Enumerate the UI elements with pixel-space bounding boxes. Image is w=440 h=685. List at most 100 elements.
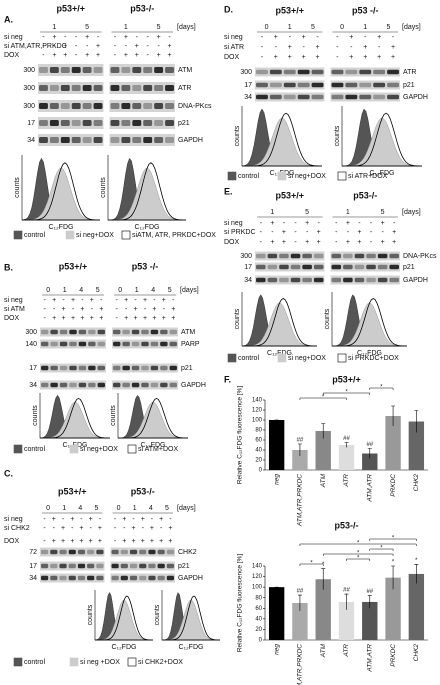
mw-marker: 34 bbox=[244, 94, 252, 101]
hist-y-label: counts bbox=[154, 604, 161, 625]
sign: + bbox=[124, 34, 128, 41]
hist-y-label: counts bbox=[334, 125, 341, 146]
legend-swatch bbox=[337, 171, 347, 181]
band bbox=[113, 341, 121, 347]
band bbox=[39, 103, 48, 109]
sign: - bbox=[75, 34, 78, 41]
band bbox=[150, 382, 159, 388]
sign: - bbox=[90, 525, 93, 532]
sign: + bbox=[124, 297, 128, 304]
band bbox=[269, 94, 282, 100]
genotype: p53-/- bbox=[131, 486, 155, 496]
band bbox=[143, 120, 153, 126]
band bbox=[96, 549, 104, 555]
band bbox=[313, 277, 324, 283]
sign: + bbox=[288, 54, 292, 61]
legend-label: control bbox=[24, 232, 45, 239]
band bbox=[41, 575, 49, 581]
sign: + bbox=[392, 229, 396, 236]
hist-axes bbox=[21, 155, 100, 221]
band bbox=[389, 277, 399, 283]
sign: - bbox=[114, 516, 117, 523]
band bbox=[97, 382, 105, 388]
legend-label: si neg+DOX bbox=[288, 173, 326, 180]
panel-label: F. bbox=[224, 374, 231, 384]
legend-swatch bbox=[69, 657, 79, 667]
legend-swatch bbox=[13, 657, 23, 667]
mw-marker: 17 bbox=[244, 264, 252, 271]
legend-label: control bbox=[238, 173, 259, 180]
blot bbox=[255, 251, 325, 261]
sign: - bbox=[42, 34, 45, 41]
band bbox=[59, 575, 67, 581]
band bbox=[111, 563, 119, 569]
sign: - bbox=[116, 306, 119, 313]
sign: - bbox=[335, 239, 338, 246]
band bbox=[131, 329, 140, 335]
band bbox=[113, 382, 121, 388]
band bbox=[41, 365, 49, 371]
bar-label: ## bbox=[343, 436, 350, 442]
y-axis-label: Relative C₁₂FDG fluorescence [%] bbox=[237, 386, 244, 484]
sign: + bbox=[357, 229, 361, 236]
band bbox=[331, 69, 344, 75]
band bbox=[113, 365, 121, 371]
sign: + bbox=[391, 54, 395, 61]
sign: - bbox=[53, 525, 56, 532]
sign: + bbox=[171, 315, 175, 322]
mw-marker: 17 bbox=[244, 82, 252, 89]
sign: + bbox=[274, 54, 278, 61]
bracket bbox=[346, 558, 371, 561]
band bbox=[50, 341, 58, 347]
sign: + bbox=[152, 315, 156, 322]
sign: - bbox=[43, 516, 46, 523]
band bbox=[97, 329, 105, 335]
band bbox=[283, 69, 296, 75]
bracket bbox=[369, 548, 394, 551]
hist-axes bbox=[161, 590, 220, 641]
band bbox=[311, 82, 324, 88]
genotype: p53+/+ bbox=[59, 261, 88, 271]
band bbox=[169, 329, 177, 335]
band bbox=[69, 365, 77, 371]
band bbox=[87, 549, 95, 555]
legend-label: siATM, ATR, PRKDC+DOX bbox=[132, 232, 216, 239]
sign: - bbox=[370, 220, 373, 227]
treatment: si ATR bbox=[224, 44, 244, 51]
sign: - bbox=[123, 525, 126, 532]
day: 1 bbox=[62, 505, 66, 512]
day: 1 bbox=[270, 209, 274, 216]
band bbox=[132, 67, 142, 73]
band bbox=[165, 137, 174, 143]
y-tick-label: 60 bbox=[255, 606, 262, 612]
sign: + bbox=[122, 538, 126, 545]
band bbox=[131, 341, 140, 347]
bar bbox=[362, 601, 378, 640]
sign: + bbox=[52, 538, 56, 545]
sign: + bbox=[61, 525, 65, 532]
sign: - bbox=[261, 54, 264, 61]
sign: + bbox=[381, 239, 385, 246]
sign: - bbox=[80, 516, 83, 523]
x-tick-label: ATM bbox=[320, 643, 327, 658]
x-tick-label: PRKDC bbox=[390, 474, 397, 497]
sign: + bbox=[99, 315, 103, 322]
band bbox=[160, 382, 168, 388]
day: 5 bbox=[386, 24, 390, 31]
band bbox=[120, 549, 128, 555]
error-bar bbox=[321, 568, 326, 590]
sign: + bbox=[141, 516, 145, 523]
band bbox=[343, 253, 353, 259]
mw-marker: 300 bbox=[23, 67, 35, 74]
band bbox=[366, 264, 376, 270]
hist-axes bbox=[107, 155, 186, 221]
hist-neg bbox=[332, 302, 407, 347]
bar bbox=[408, 573, 425, 640]
bracket bbox=[299, 563, 324, 566]
mw-marker: 300 bbox=[240, 253, 252, 260]
hist-axes bbox=[341, 106, 422, 167]
bracket-label: * bbox=[380, 385, 383, 391]
band bbox=[160, 341, 168, 347]
band bbox=[60, 120, 70, 126]
band bbox=[141, 365, 149, 371]
